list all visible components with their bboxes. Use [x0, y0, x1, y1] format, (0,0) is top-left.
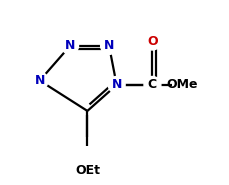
- Circle shape: [31, 72, 48, 89]
- Circle shape: [62, 37, 79, 54]
- Circle shape: [108, 76, 125, 93]
- Text: N: N: [112, 78, 122, 91]
- Circle shape: [144, 76, 161, 93]
- Text: OMe: OMe: [166, 78, 198, 91]
- Text: C: C: [148, 78, 157, 91]
- Text: N: N: [35, 74, 45, 87]
- Circle shape: [144, 33, 161, 50]
- Text: N: N: [104, 39, 114, 52]
- Text: N: N: [65, 39, 75, 52]
- Circle shape: [101, 37, 117, 54]
- Text: OEt: OEt: [75, 164, 100, 177]
- Text: O: O: [147, 35, 158, 48]
